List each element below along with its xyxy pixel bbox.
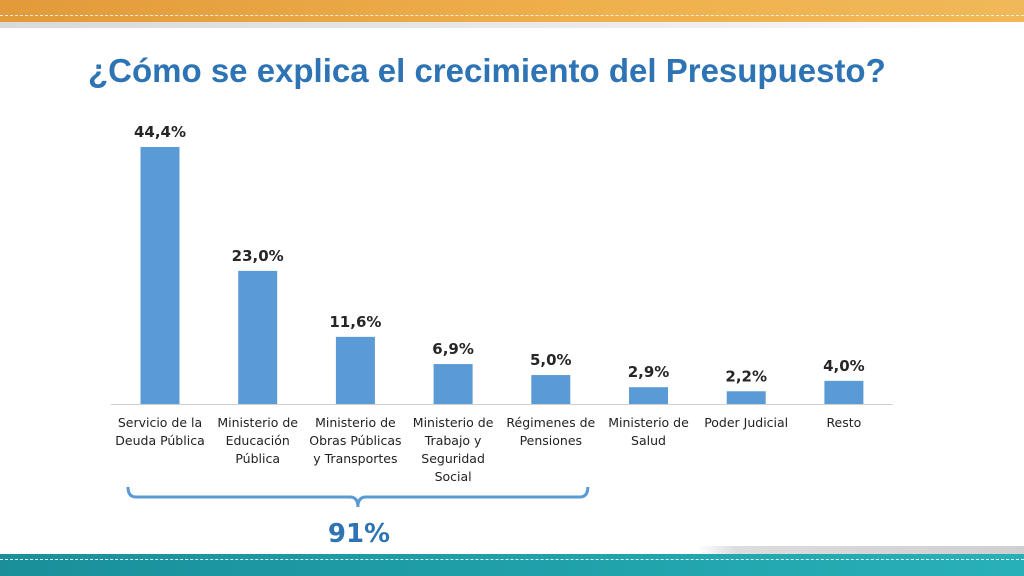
category-label-line: Salud [631, 433, 666, 448]
top-decorative-band [0, 0, 1024, 22]
bar-7 [726, 391, 766, 404]
category-label-5: Régimenes de Pensiones [503, 414, 599, 450]
category-label-line: y Transportes [313, 451, 398, 466]
bar-value-label-5: 5,0% [530, 351, 572, 369]
category-label-line: Deuda Pública [115, 433, 205, 448]
category-label-line: Servicio de la [117, 415, 203, 430]
bar-value-label-6: 2,9% [628, 363, 670, 381]
category-label-line: Ministerio de [608, 415, 689, 430]
bar-3 [335, 336, 375, 404]
bar-value-label-8: 4,0% [823, 357, 865, 375]
bar-2 [238, 270, 278, 404]
page-title: ¿Cómo se explica el crecimiento del Pres… [88, 52, 886, 89]
bar-value-label-4: 6,9% [432, 340, 474, 358]
top-divider-line [0, 22, 1024, 28]
bottom-gray-strip [0, 546, 1024, 554]
category-label-line: Pensiones [519, 433, 583, 448]
curly-brace [126, 486, 590, 508]
category-label-line: Ministerio de [412, 415, 494, 430]
bar-5 [531, 375, 571, 404]
category-label-line: Trabajo y [424, 433, 482, 448]
bottom-decorative-band [0, 554, 1024, 576]
category-label-4: Ministerio de Trabajo y Seguridad Social [405, 414, 501, 486]
category-label-line: Educación [225, 433, 290, 448]
brace-annotation-label: 91% [327, 519, 391, 549]
category-label-line: Poder Judicial [704, 415, 789, 430]
category-label-2: Ministerio de Educación Pública [210, 414, 306, 468]
category-label-line: Ministerio de [315, 415, 396, 430]
category-label-7: Poder Judicial [698, 414, 794, 432]
category-label-line: Social [434, 469, 472, 484]
category-label-6: Ministerio de Salud [601, 414, 697, 450]
bar-value-label-2: 23,0% [232, 247, 284, 265]
bar-value-label-1: 44,4% [134, 123, 186, 141]
category-label-3: Ministerio de Obras Públicas y Transportes [307, 414, 403, 468]
bar-1 [140, 147, 180, 404]
category-label-line: Obras Públicas [309, 433, 402, 448]
bar-8 [824, 380, 864, 404]
bar-4 [433, 364, 473, 404]
category-label-line: Régimenes de [506, 415, 596, 430]
category-label-line: Ministerio de [217, 415, 298, 430]
category-label-line: Resto [826, 415, 862, 430]
category-label-line: Pública [235, 451, 281, 466]
category-label-line: Seguridad [421, 451, 485, 466]
bar-6 [629, 387, 668, 404]
category-label-1: Servicio de la Deuda Pública [112, 414, 208, 450]
bar-value-label-7: 2,2% [725, 367, 767, 385]
bar-value-label-3: 11,6% [329, 313, 381, 331]
category-label-8: Resto [796, 414, 892, 432]
